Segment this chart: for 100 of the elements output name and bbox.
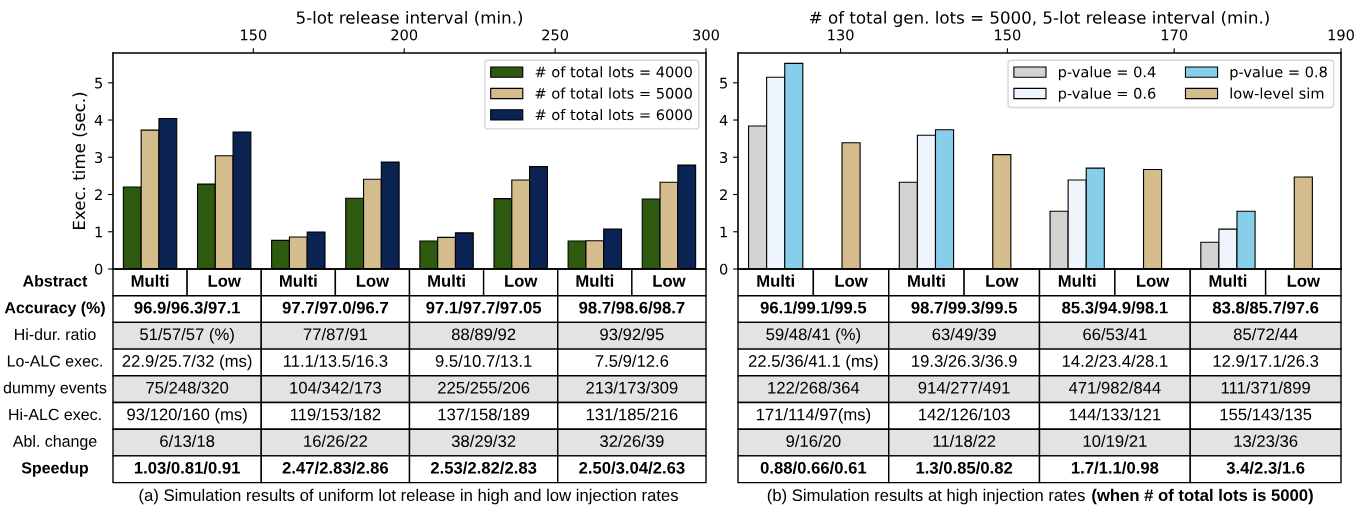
text: 96.1/99.1/99.5 xyxy=(760,301,867,314)
y-tick-label: 2 xyxy=(95,189,102,201)
text: 104/342/173 xyxy=(290,381,381,394)
text: 96.9/96.3/97.1 xyxy=(134,301,240,314)
text: 11/18/22 xyxy=(933,434,996,448)
text: 32/26/39 xyxy=(600,434,664,448)
text: Abl. change xyxy=(12,435,97,450)
text: 225/255/206 xyxy=(438,381,530,394)
text: 98.7/98.6/98.7 xyxy=(579,301,685,314)
text: 2.53/2.82/2.83 xyxy=(430,461,537,474)
text: 16/26/22 xyxy=(304,434,367,448)
text: 3.4/2.3/1.6 xyxy=(1226,461,1305,474)
text: 14.2/23.4/28.1 xyxy=(1062,354,1168,367)
text: 122/268/364 xyxy=(768,381,860,394)
y-tick-label: 0 xyxy=(94,263,103,275)
text: 10/19/21 xyxy=(1083,434,1147,448)
x-tick-label: Low xyxy=(653,275,686,287)
text: 1.3/0.85/0.82 xyxy=(916,461,1013,474)
text: 22.9/25.7/32 (ms) xyxy=(122,354,252,371)
text: 88/89/92 xyxy=(451,327,516,341)
text: 137/158/189 xyxy=(438,408,530,421)
text: 93/120/160 (ms) xyxy=(127,408,247,424)
text: 12.9/17.1/26.3 xyxy=(1213,354,1319,367)
text: Hi-dur. ratio xyxy=(15,328,96,341)
x-tick-label: Multi xyxy=(576,274,614,287)
x2-axis-title: 5-lot release interval (min.) xyxy=(296,10,523,26)
text: 7.5/9/12.6 xyxy=(595,354,669,367)
text: 155/143/135 xyxy=(1220,408,1312,421)
x2-tick-label: 130 xyxy=(828,29,854,41)
x2-tick-label: 300 xyxy=(693,29,719,41)
text: 144/133/121 xyxy=(1069,408,1161,421)
y-tick-label: 5 xyxy=(95,77,102,89)
text: (when # of total lots is 5000) xyxy=(1092,488,1313,505)
text: 22.5/36/41.1 (ms) xyxy=(748,354,878,371)
x2-tick-label: 200 xyxy=(391,29,418,41)
x-tick-label: Low xyxy=(208,275,241,287)
text: 171/114/97(ms) xyxy=(756,408,871,424)
text: Accuracy (%) xyxy=(4,301,105,317)
x-tick-label: Multi xyxy=(908,274,945,287)
legend-label: p-value = 0.4 xyxy=(1058,66,1156,81)
x2-tick-label: 150 xyxy=(995,29,1021,41)
text: 2.47/2.83/2.86 xyxy=(282,461,389,474)
x2-tick-label: 190 xyxy=(1328,29,1354,41)
y-tick-label: 0 xyxy=(719,263,728,275)
x-tick-label: Low xyxy=(356,275,390,287)
text: 85.3/94.9/98.1 xyxy=(1062,301,1168,314)
y-tick-label: 2 xyxy=(720,189,727,201)
x-tick-label: Low xyxy=(835,275,868,287)
x2-axis-title: # of total gen. lots = 5000, 5-lot release interval (min.) xyxy=(810,10,1269,28)
text: 51/57/57 (%) xyxy=(140,327,234,344)
x-tick-label: Multi xyxy=(131,274,169,287)
text: 19.3/26.3/36.9 xyxy=(912,354,1017,367)
text: Speedup xyxy=(21,461,89,477)
y-tick-label: 1 xyxy=(720,226,727,238)
y-tick-label: 3 xyxy=(95,151,103,164)
legend-label: # of total lots = 5000 xyxy=(535,87,692,99)
text: 38/29/32 xyxy=(451,434,516,448)
text: 59/48/41 (%) xyxy=(766,327,861,344)
text: 98.7/99.3/99.5 xyxy=(911,301,1017,314)
x-tick-label: Low xyxy=(986,275,1019,287)
text: 97.7/97.0/96.7 xyxy=(282,301,388,314)
text: 11.1/13.5/16.3 xyxy=(283,354,388,367)
x2-tick-label: 170 xyxy=(1161,29,1188,41)
text: 9.5/10.7/13.1 xyxy=(435,354,532,367)
text: 2.50/3.04/2.63 xyxy=(579,461,685,474)
y-tick-label: 4 xyxy=(719,114,728,126)
text: 66/53/41 xyxy=(1083,327,1147,341)
text: 13/23/36 xyxy=(1234,434,1298,448)
legend-label: p-value = 0.8 xyxy=(1230,66,1327,81)
text: Hi-ALC exec. xyxy=(9,408,101,421)
text: 471/982/844 xyxy=(1068,381,1161,394)
text: dummy events xyxy=(3,381,107,397)
y-tick-label: 4 xyxy=(94,114,103,126)
text: 131/185/216 xyxy=(586,408,678,421)
x2-tick-label: 150 xyxy=(241,29,267,41)
legend-label: p-value = 0.6 xyxy=(1058,87,1156,102)
text: 77/87/91 xyxy=(303,327,367,341)
text: 97.1/97.7/97.05 xyxy=(426,301,542,314)
text: 85/72/44 xyxy=(1233,327,1298,341)
x-tick-label: Multi xyxy=(1209,274,1247,287)
x-tick-label: Low xyxy=(1137,275,1170,287)
x-axis-title: Abstract xyxy=(23,274,88,287)
x-tick-label: Multi xyxy=(428,274,465,287)
text: 83.8/85.7/97.6 xyxy=(1212,301,1319,314)
text: 111/371/899 xyxy=(1221,381,1310,394)
y-axis-title: Exec. time (sec.) xyxy=(72,92,88,229)
text: 63/49/39 xyxy=(932,327,996,341)
text: 93/92/95 xyxy=(600,327,664,341)
text: 0.88/0.66/0.61 xyxy=(760,461,867,474)
legend-label: # of total lots = 6000 xyxy=(535,108,692,121)
y-tick-label: 1 xyxy=(95,226,102,238)
y-tick-label: 5 xyxy=(720,77,727,89)
text: 213/173/309 xyxy=(586,381,678,394)
text: Lo-ALC exec. xyxy=(7,355,102,367)
x-tick-label: Low xyxy=(1287,275,1321,287)
x-tick-label: Multi xyxy=(279,274,317,287)
text: 1.03/0.81/0.91 xyxy=(134,461,240,474)
text: 914/277/491 xyxy=(918,381,1010,394)
text: 119/153/182 xyxy=(290,408,381,421)
text: 1.7/1.1/0.98 xyxy=(1071,461,1159,474)
